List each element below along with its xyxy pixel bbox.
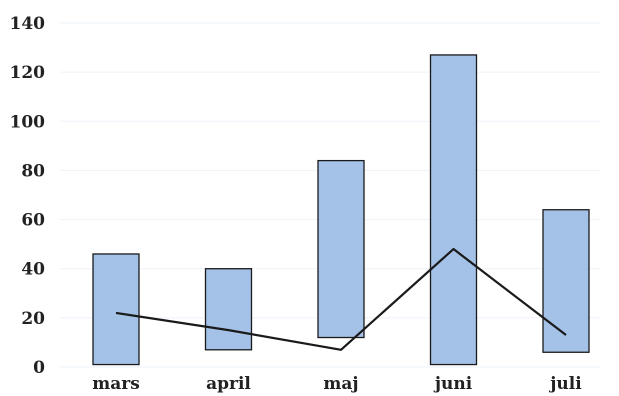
bar-mars bbox=[92, 253, 140, 366]
y-tick-label: 80 bbox=[21, 161, 45, 181]
y-tick-label: 0 bbox=[33, 358, 45, 378]
x-tick-label: april bbox=[206, 374, 251, 394]
y-tick-label: 20 bbox=[21, 309, 45, 329]
bar-juni bbox=[429, 54, 478, 366]
y-tick-label: 40 bbox=[21, 260, 45, 280]
bars bbox=[92, 54, 590, 366]
y-tick-label: 120 bbox=[10, 63, 46, 83]
bar-juli bbox=[542, 209, 590, 353]
x-tick-label: maj bbox=[323, 374, 358, 394]
y-tick-label: 60 bbox=[21, 211, 45, 231]
y-tick-label: 100 bbox=[10, 112, 46, 132]
y-axis: 0 20 40 60 80 100 120 140 bbox=[10, 14, 46, 378]
x-tick-label: juni bbox=[433, 374, 473, 394]
x-tick-label: mars bbox=[92, 374, 140, 394]
x-axis: mars april maj juni juli bbox=[92, 374, 582, 394]
x-tick-label: juli bbox=[548, 374, 582, 394]
bar-maj bbox=[317, 159, 365, 339]
line-series bbox=[115, 247, 567, 351]
series-line bbox=[115, 247, 567, 351]
bar-april bbox=[204, 268, 253, 351]
y-tick-label: 140 bbox=[10, 14, 46, 34]
